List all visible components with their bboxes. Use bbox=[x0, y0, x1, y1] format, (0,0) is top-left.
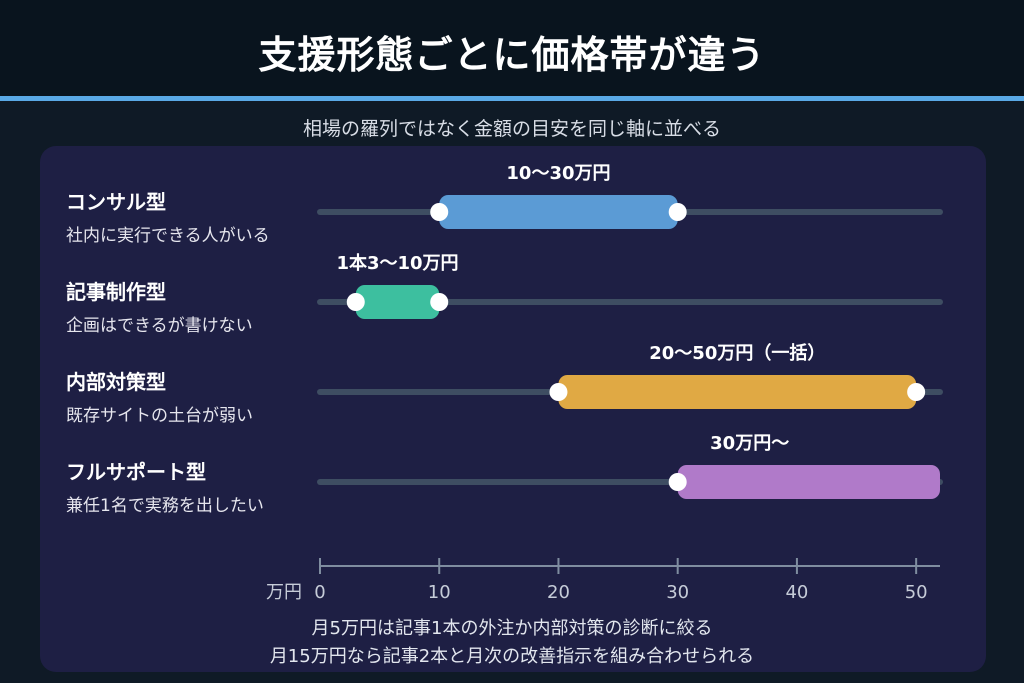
row-name: 内部対策型 bbox=[66, 370, 166, 394]
header-bar bbox=[0, 0, 1024, 96]
x-tick-label: 40 bbox=[785, 582, 808, 603]
row-desc: 企画はできるが書けない bbox=[66, 316, 253, 336]
x-axis-unit-label: 万円 bbox=[266, 582, 302, 603]
range-value-label: 10〜30万円 bbox=[506, 163, 610, 184]
range-bar bbox=[558, 375, 917, 409]
range-start-dot bbox=[346, 293, 365, 311]
x-tick-label: 0 bbox=[314, 582, 325, 603]
row-label-0: コンサル型 社内に実行できる人がいる bbox=[66, 186, 270, 246]
x-tick-label: 10 bbox=[428, 582, 451, 603]
footnote-1: 月5万円は記事1本の外注か内部対策の診断に絞る bbox=[311, 618, 713, 639]
range-end-dot bbox=[907, 383, 926, 401]
range-bar bbox=[439, 195, 678, 229]
page-subtitle: 相場の羅列ではなく金額の目安を同じ軸に並べる bbox=[302, 118, 721, 140]
range-start-dot bbox=[668, 473, 687, 491]
page-title: 支援形態ごとに価格帯が違う bbox=[258, 33, 766, 77]
row-desc: 兼任1名で実務を出したい bbox=[66, 496, 264, 516]
range-end-dot bbox=[668, 203, 687, 221]
row-name: 記事制作型 bbox=[66, 280, 166, 304]
x-tick-label: 30 bbox=[666, 582, 689, 603]
range-start-dot bbox=[549, 383, 568, 401]
row-label-2: 内部対策型 既存サイトの土台が弱い bbox=[66, 366, 253, 426]
row-name: コンサル型 bbox=[66, 190, 166, 214]
row-desc: 社内に実行できる人がいる bbox=[66, 226, 270, 246]
range-end-dot bbox=[430, 293, 449, 311]
row-label-1: 記事制作型 企画はできるが書けない bbox=[66, 276, 253, 336]
row-name: フルサポート型 bbox=[66, 460, 206, 484]
range-bar bbox=[677, 465, 940, 499]
range-value-label: 1本3〜10万円 bbox=[336, 252, 458, 274]
x-tick-label: 20 bbox=[547, 582, 570, 603]
row-label-3: フルサポート型 兼任1名で実務を出したい bbox=[66, 456, 264, 516]
range-value-label: 30万円〜 bbox=[710, 433, 789, 454]
range-bar bbox=[355, 285, 440, 319]
footnote-2: 月15万円なら記事2本と月次の改善指示を組み合わせられる bbox=[269, 646, 755, 667]
x-tick-label: 50 bbox=[905, 582, 928, 603]
range-value-label: 20〜50万円（一括） bbox=[649, 342, 825, 364]
range-start-dot bbox=[430, 203, 449, 221]
row-desc: 既存サイトの土台が弱い bbox=[66, 406, 253, 426]
accent-divider bbox=[0, 96, 1024, 101]
